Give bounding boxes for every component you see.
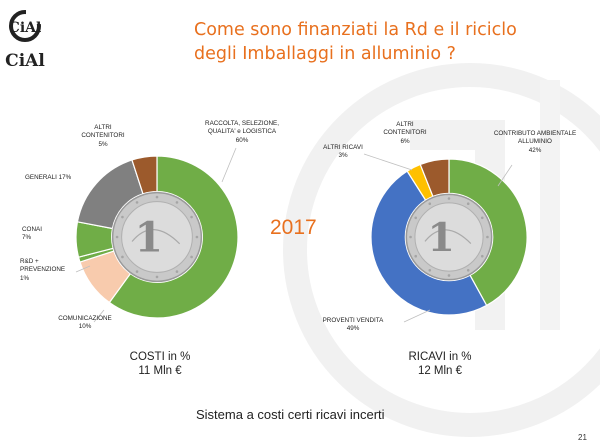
label-altri-contenitori-ricavi: ALTRI CONTENITORI 6% [383,121,427,145]
donut-ricavi-slice-0 [448,158,528,307]
label-contributo: CONTRIBUTO AMBIENTALE ALLUMINIO 42% [493,130,577,154]
costi-subtitle: COSTI in % 11 Mln € [129,351,191,377]
page-number: 21 [578,433,587,442]
ricavi-subtitle: RICAVI in % 12 Mln € [408,351,472,377]
costi-donut-chart: 1 [75,155,239,319]
title-line-1: Come sono finanziati la Rd e il riciclo [194,20,517,40]
donut-costi-slice-5 [131,155,158,195]
label-raccolta: RACCOLTA, SELEZIONE, QUALITA' e LOGISTICA… [205,120,279,144]
logo-text-bottom: CiAl [5,51,45,71]
euro-coin-icon: 1 [111,191,203,283]
cial-logo: CiAl CiAl [5,10,46,71]
slide-title: Come sono finanziati la Rd e il riciclo … [194,18,517,66]
label-comunicazione: COMUNICAZIONE 10% [58,315,112,331]
coin-value-text: 1 [135,214,163,262]
logo-text-top: CiAl [9,20,42,36]
label-rd-prevenzione: R&D + PREVENZIONE 1% [20,258,66,282]
label-proventi-vendita: PROVENTI VENDITA 49% [322,317,384,333]
label-generali: GENERALI 17% [25,174,72,181]
year-label: 2017 [270,216,317,239]
footer-text: Sistema a costi certi ricavi incerti [196,407,385,422]
donut-ricavi-slice-1 [370,170,488,316]
euro-coin-icon: 1 [405,193,493,281]
title-line-2: degli Imballaggi in alluminio ? [194,44,456,64]
label-altri-ricavi: ALTRI RICAVI 3% [323,144,363,160]
ricavi-donut-chart: 1 [370,158,528,316]
donut-ricavi-slice-3 [419,158,450,198]
label-conai: CONAI 7% [22,226,42,242]
donut-costi-slice-0 [108,155,239,319]
coin-value-text: 1 [427,215,454,261]
label-altri-contenitori-costi: ALTRI CONTENITORI 5% [81,124,125,148]
